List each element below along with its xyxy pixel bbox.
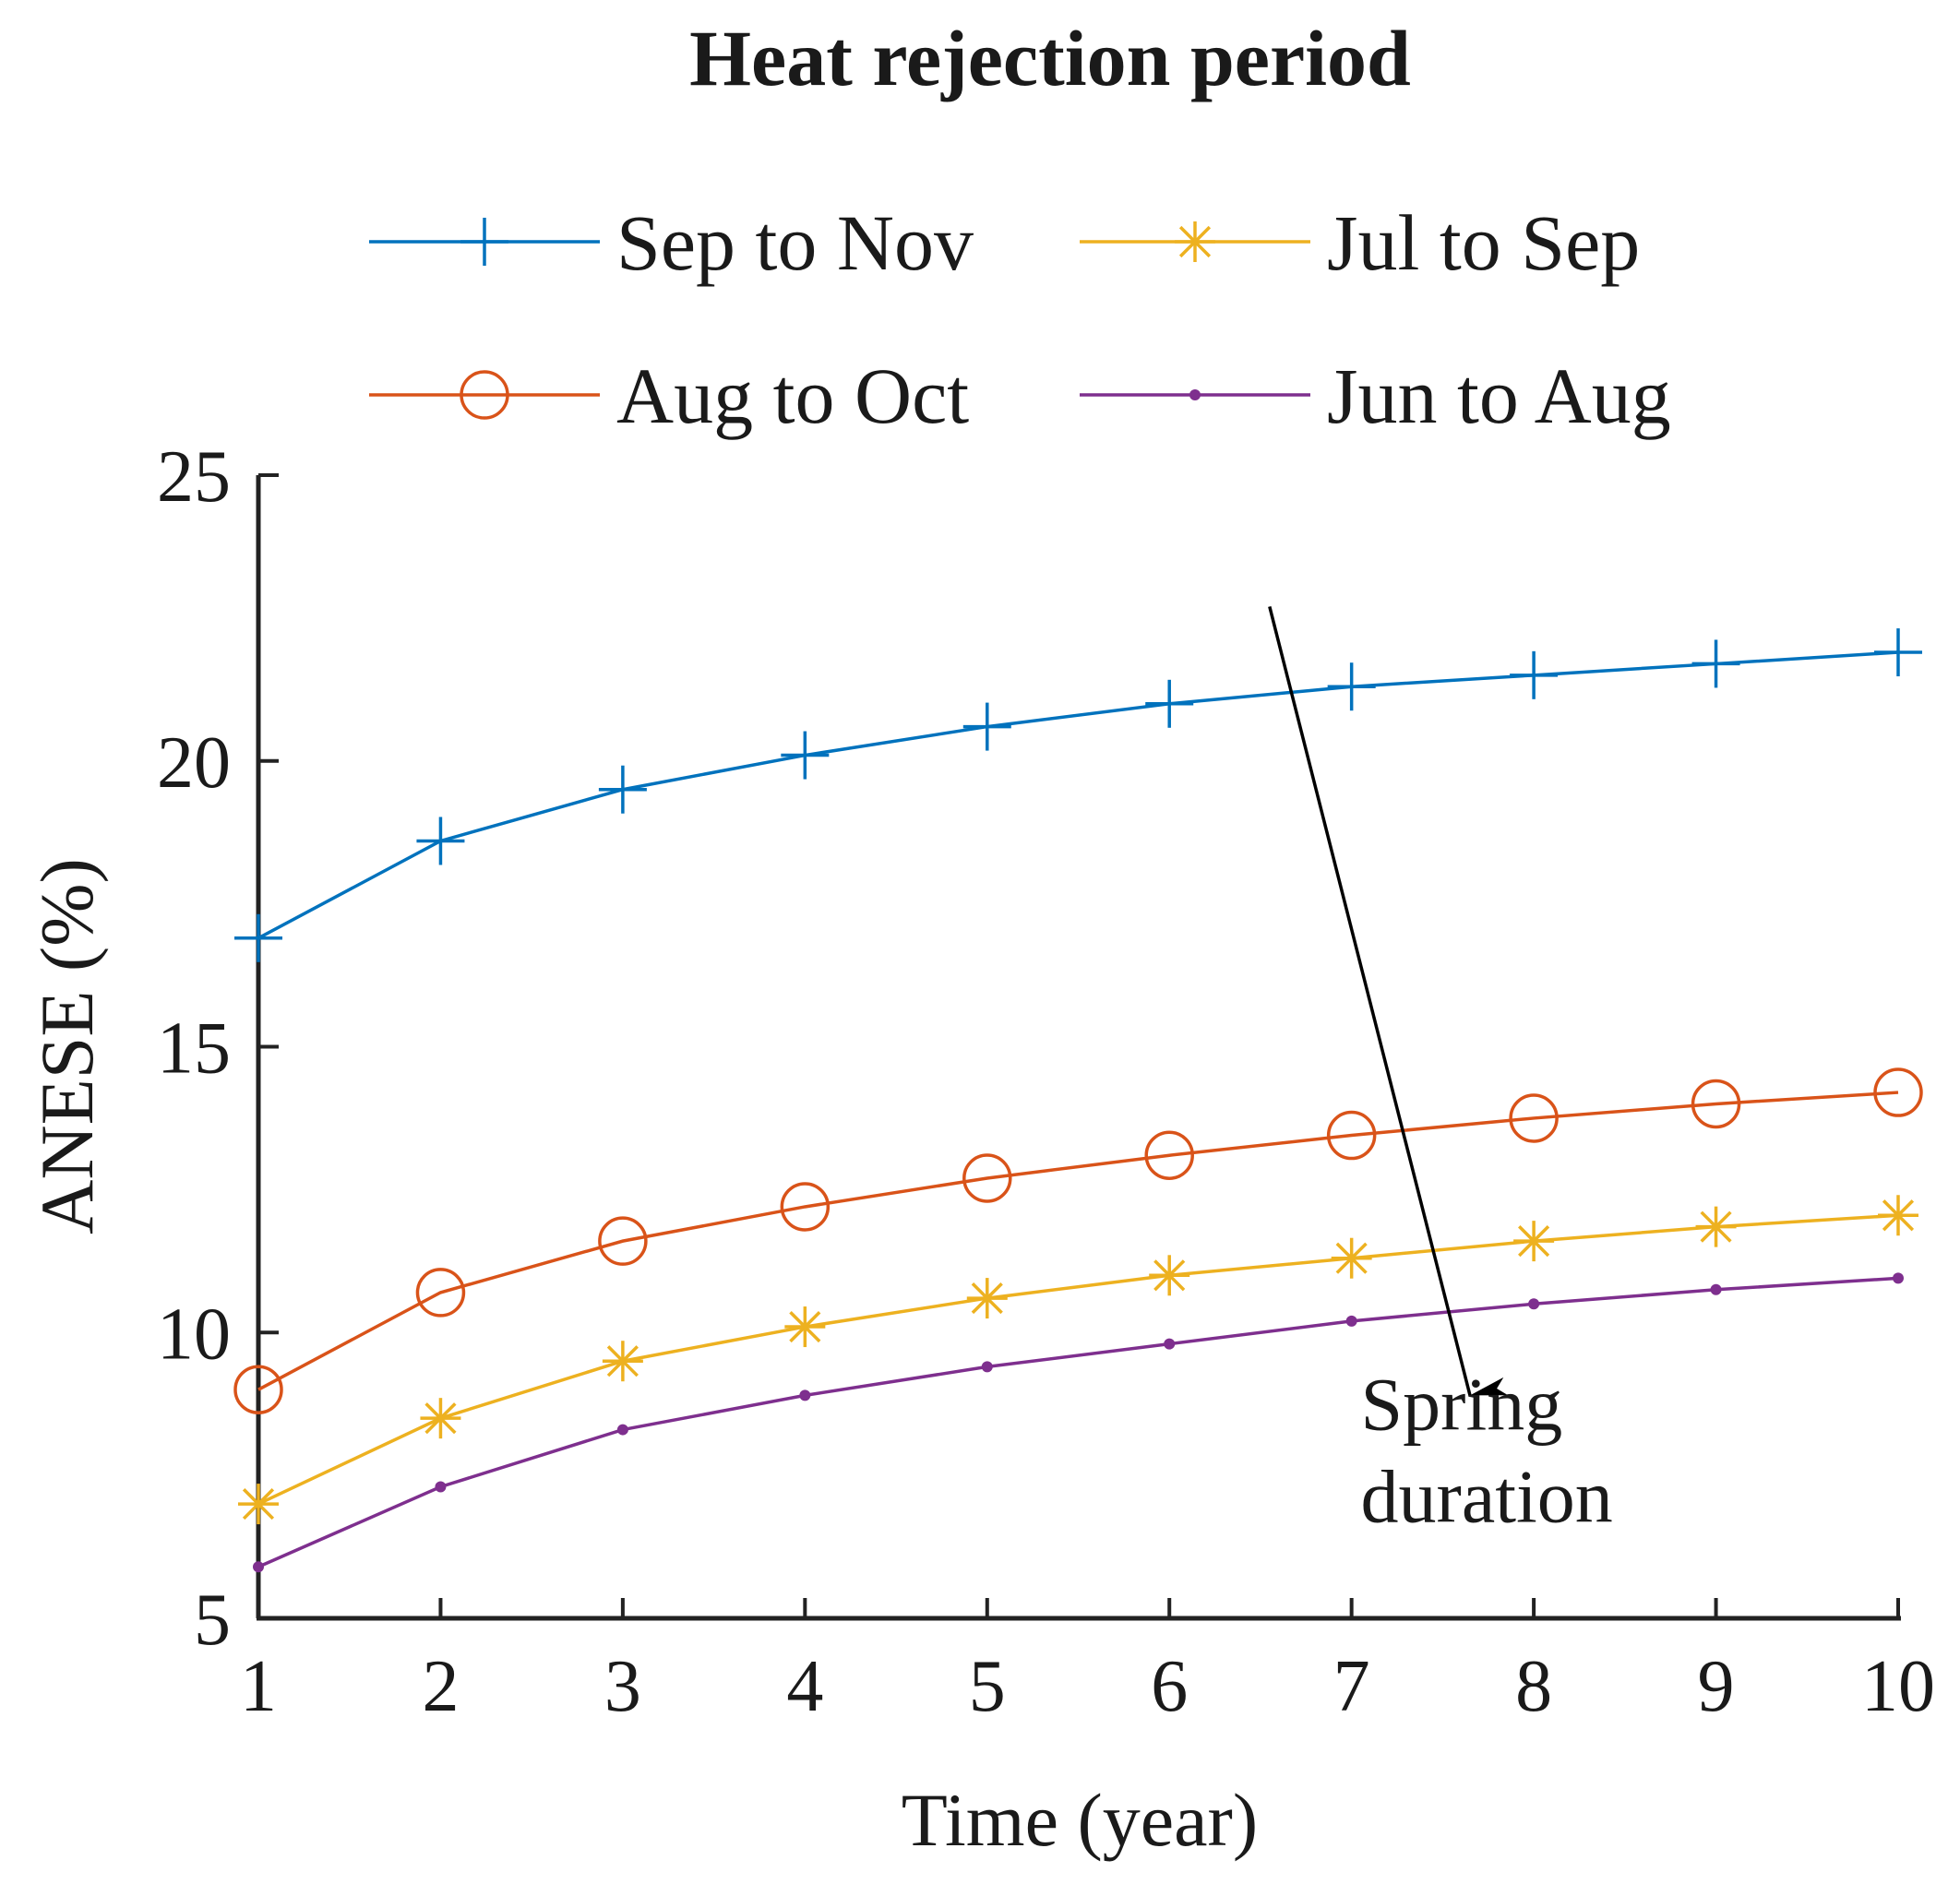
series-jul-to-sep (238, 1195, 1918, 1525)
point-sep-to-nov-5 (962, 702, 1011, 751)
point-sep-to-nov-2 (416, 817, 465, 865)
point-jul-to-sep-10 (1878, 1195, 1918, 1236)
point-sep-to-nov-6 (1145, 679, 1194, 728)
point-jun-to-aug-8 (1528, 1298, 1540, 1310)
point-sep-to-nov-1 (234, 913, 282, 962)
legend-marker-jul-to-sep (1175, 221, 1215, 262)
point-jun-to-aug-3 (616, 1424, 628, 1436)
legend-item-aug-to-oct: Aug to Oct (369, 352, 969, 440)
point-sep-to-nov-8 (1510, 650, 1559, 699)
series-line-jul-to-sep (257, 1213, 1899, 1506)
point-jul-to-sep-8 (1513, 1221, 1555, 1262)
point-aug-to-oct-7 (1326, 1110, 1377, 1161)
point-jul-to-sep-4 (784, 1306, 826, 1348)
series-group (233, 628, 1923, 1573)
x-tick-label-1: 1 (240, 1646, 277, 1727)
series-line-sep-to-nov (257, 650, 1899, 940)
series-sep-to-nov (234, 628, 1922, 962)
series-jun-to-aug (253, 1272, 1904, 1573)
legend-item-jul-to-sep: Jul to Sep (1080, 198, 1640, 287)
x-tick-label-3: 3 (604, 1646, 641, 1727)
point-jul-to-sep-9 (1695, 1206, 1737, 1247)
legend-label-sep-to-nov: Sep to Nov (616, 198, 974, 287)
x-tick-label-7: 7 (1333, 1646, 1370, 1727)
y-tick-label-5: 5 (194, 1580, 231, 1661)
y-tick-label-25: 25 (157, 436, 231, 518)
point-jun-to-aug-4 (799, 1389, 811, 1401)
point-jun-to-aug-9 (1710, 1283, 1722, 1295)
point-aug-to-oct-2 (415, 1268, 466, 1318)
y-axis-label: ANESE (%) (25, 858, 109, 1234)
x-tick-label-6: 6 (1151, 1646, 1188, 1727)
point-jul-to-sep-1 (238, 1484, 279, 1525)
x-tick-label-10: 10 (1861, 1646, 1935, 1727)
legend-marker-jun-to-aug (1189, 389, 1201, 400)
point-aug-to-oct-5 (962, 1153, 1012, 1203)
point-jun-to-aug-7 (1345, 1315, 1357, 1327)
y-ticks: 5 10 15 20 25 (157, 436, 279, 1661)
annotation-text: Spring duration (1361, 1363, 1613, 1539)
legend: Sep to Nov Jul to Sep Aug to Oct Jun to Aug (369, 198, 1671, 440)
point-aug-to-oct-8 (1509, 1093, 1559, 1143)
legend-item-sep-to-nov: Sep to Nov (369, 198, 974, 287)
x-axis-label: Time (year) (902, 1778, 1258, 1862)
point-aug-to-oct-9 (1691, 1079, 1741, 1129)
point-jun-to-aug-6 (1164, 1338, 1176, 1350)
x-ticks: 1 2 3 4 5 6 7 8 9 10 (240, 1598, 1935, 1727)
y-tick-label-20: 20 (157, 722, 231, 804)
spring-duration-annotation: Spring duration (1268, 606, 1613, 1539)
point-jul-to-sep-3 (602, 1341, 643, 1382)
x-tick-label-4: 4 (786, 1646, 823, 1727)
point-aug-to-oct-1 (233, 1365, 283, 1414)
point-aug-to-oct-10 (1873, 1067, 1923, 1117)
point-jul-to-sep-5 (966, 1278, 1008, 1319)
x-tick-label-2: 2 (422, 1646, 459, 1727)
point-jul-to-sep-2 (420, 1398, 461, 1439)
series-aug-to-oct (233, 1067, 1923, 1414)
x-tick-label-9: 9 (1698, 1646, 1735, 1727)
legend-item-jun-to-aug: Jun to Aug (1080, 352, 1671, 440)
x-tick-label-8: 8 (1515, 1646, 1552, 1727)
point-jun-to-aug-1 (253, 1561, 264, 1573)
point-sep-to-nov-4 (781, 731, 830, 780)
point-sep-to-nov-9 (1691, 639, 1740, 688)
point-sep-to-nov-3 (598, 765, 647, 814)
chart-title: Heat rejection period (689, 14, 1411, 102)
point-jul-to-sep-7 (1331, 1237, 1372, 1279)
legend-label-jun-to-aug: Jun to Aug (1327, 352, 1671, 440)
point-sep-to-nov-7 (1327, 662, 1376, 711)
point-jun-to-aug-5 (981, 1361, 993, 1373)
point-jul-to-sep-6 (1149, 1255, 1190, 1296)
legend-label-jul-to-sep: Jul to Sep (1327, 198, 1640, 287)
axes (256, 475, 1901, 1621)
point-sep-to-nov-10 (1874, 628, 1922, 677)
point-aug-to-oct-3 (598, 1216, 648, 1266)
x-tick-label-5: 5 (969, 1646, 1006, 1727)
legend-marker-sep-to-nov (460, 218, 508, 266)
annotation-arrow (1268, 606, 1509, 1396)
point-aug-to-oct-4 (780, 1182, 831, 1232)
legend-marker-aug-to-oct (460, 370, 509, 420)
point-jun-to-aug-2 (435, 1481, 447, 1493)
series-line-aug-to-oct (257, 1091, 1899, 1391)
y-tick-label-15: 15 (157, 1008, 231, 1090)
point-aug-to-oct-6 (1144, 1130, 1194, 1180)
legend-label-aug-to-oct: Aug to Oct (616, 352, 969, 440)
annotation-line-duration: duration (1361, 1455, 1613, 1539)
annotation-line-spring: Spring (1361, 1363, 1563, 1447)
y-tick-label-10: 10 (157, 1294, 231, 1375)
series-line-jun-to-aug (257, 1276, 1899, 1568)
point-jun-to-aug-10 (1893, 1272, 1904, 1284)
